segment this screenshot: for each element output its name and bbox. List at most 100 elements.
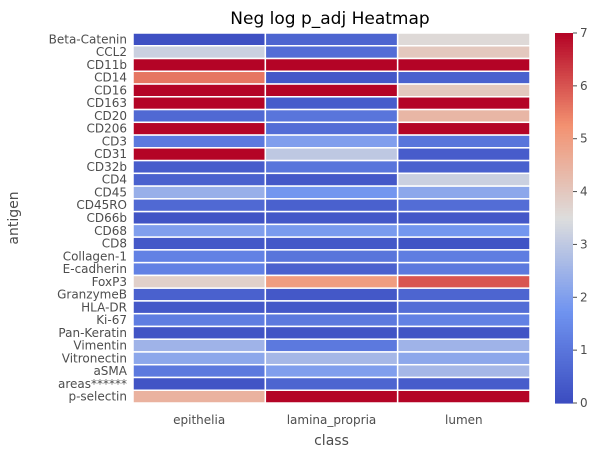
colorbar-segment xyxy=(555,397,573,401)
heatmap-cell xyxy=(132,325,267,340)
colorbar-segment xyxy=(555,241,573,246)
colorbar: 0 1 2 3 4 5 6 7 xyxy=(555,26,588,410)
colorbar-tick-label: 7 xyxy=(580,26,588,40)
colorbar-segment xyxy=(555,67,573,71)
colorbar-segment xyxy=(555,268,573,272)
colorbar-segment xyxy=(555,262,573,267)
colorbar-tick-label: 1 xyxy=(580,343,588,357)
colorbar-segment xyxy=(555,128,573,132)
colorbar-segment xyxy=(555,178,573,182)
colorbar-segment xyxy=(555,91,573,95)
colorbar-segment xyxy=(555,56,573,61)
colorbar-segment xyxy=(555,144,573,148)
colorbar-segment xyxy=(555,72,573,76)
heatmap-cell xyxy=(396,249,531,264)
heatmap-cell xyxy=(132,147,267,162)
heatmap-cell xyxy=(264,185,399,200)
row-label: CD11b xyxy=(86,58,127,72)
heatmap-cell xyxy=(132,236,267,251)
colorbar-segment xyxy=(555,175,573,179)
colorbar-segment xyxy=(555,40,573,45)
heatmap-cell xyxy=(264,147,399,162)
heatmap-cell xyxy=(132,70,267,85)
colorbar-segment xyxy=(555,358,573,362)
colorbar-segment xyxy=(555,366,573,370)
heatmap-cell xyxy=(264,159,399,175)
colorbar-segment xyxy=(555,194,573,198)
row-label: CD66b xyxy=(86,211,127,225)
colorbar-segment xyxy=(555,85,573,90)
colorbar-segment xyxy=(555,191,573,195)
heatmap-cell xyxy=(396,351,531,366)
column-labels: epithelia lamina_propria lumen xyxy=(173,413,483,427)
row-label: CD206 xyxy=(86,122,127,136)
heatmap-cell xyxy=(264,223,399,238)
colorbar-segment xyxy=(555,310,573,314)
heatmap-cell xyxy=(396,223,531,238)
colorbar-segment xyxy=(555,294,573,298)
y-axis-label: antigen xyxy=(6,191,22,244)
colorbar-segment xyxy=(555,350,573,354)
colorbar-segment xyxy=(555,387,573,391)
heatmap-cell xyxy=(132,261,267,277)
colorbar-segment xyxy=(555,228,573,232)
colorbar-segment xyxy=(555,151,573,156)
row-label: CCL2 xyxy=(96,45,127,59)
colorbar-segment xyxy=(555,64,573,68)
heatmap-cell xyxy=(132,32,267,47)
colorbar-segment xyxy=(555,109,573,113)
colorbar-segment xyxy=(555,77,573,82)
colorbar-segment xyxy=(555,181,573,185)
colorbar-segment xyxy=(555,307,573,312)
row-label: CD68 xyxy=(94,224,127,238)
heatmap-cell xyxy=(132,172,267,187)
heatmap-cell xyxy=(132,57,267,73)
row-label: CD163 xyxy=(86,96,127,110)
colorbar-segment xyxy=(555,122,573,127)
colorbar-segment xyxy=(555,355,573,359)
heatmap-cell xyxy=(264,45,399,60)
heatmap-cell xyxy=(396,121,531,136)
row-label: Collagen-1 xyxy=(63,249,127,263)
colorbar-segment xyxy=(555,326,573,330)
heatmap-cell xyxy=(264,338,399,353)
colorbar-segment xyxy=(555,149,573,153)
colorbar-segment xyxy=(555,376,573,380)
colorbar-segment xyxy=(555,117,573,121)
colorbar-segment xyxy=(555,244,573,248)
heatmap-cell xyxy=(132,274,267,289)
colorbar-segment xyxy=(555,141,573,145)
column-label: lumen xyxy=(445,413,483,427)
colorbar-segment xyxy=(555,247,573,251)
heatmap-cell xyxy=(264,57,399,73)
colorbar-segment xyxy=(555,252,573,256)
colorbar-segment xyxy=(555,154,573,158)
colorbar-segment xyxy=(555,336,573,341)
heatmap-cell xyxy=(264,32,399,47)
colorbar-segment xyxy=(555,225,573,230)
colorbar-segment xyxy=(555,276,573,280)
colorbar-segment xyxy=(555,167,573,172)
heatmap-cell xyxy=(396,159,531,175)
colorbar-segment xyxy=(555,207,573,211)
row-labels: Beta-CateninCCL2CD11bCD14CD16CD163CD20CD… xyxy=(49,32,128,403)
heatmap-cell xyxy=(264,121,399,136)
column-label: lamina_propria xyxy=(287,413,377,427)
colorbar-segment xyxy=(555,371,573,375)
colorbar-segment xyxy=(555,75,573,79)
colorbar-tick-label: 2 xyxy=(580,290,588,304)
heatmap-cell xyxy=(396,338,531,353)
heatmap-cell xyxy=(132,351,267,366)
heatmap-cell xyxy=(264,172,399,187)
colorbar-segment xyxy=(555,59,573,63)
heatmap-cell xyxy=(132,45,267,60)
colorbar-segment xyxy=(555,278,573,283)
heatmap-cell xyxy=(264,312,399,328)
heatmap-cell xyxy=(132,376,267,391)
colorbar-segment xyxy=(555,48,573,53)
colorbar-segment xyxy=(555,239,573,243)
row-label: CD4 xyxy=(102,173,127,187)
row-label: CD14 xyxy=(94,71,127,85)
colorbar-segment xyxy=(555,183,573,187)
